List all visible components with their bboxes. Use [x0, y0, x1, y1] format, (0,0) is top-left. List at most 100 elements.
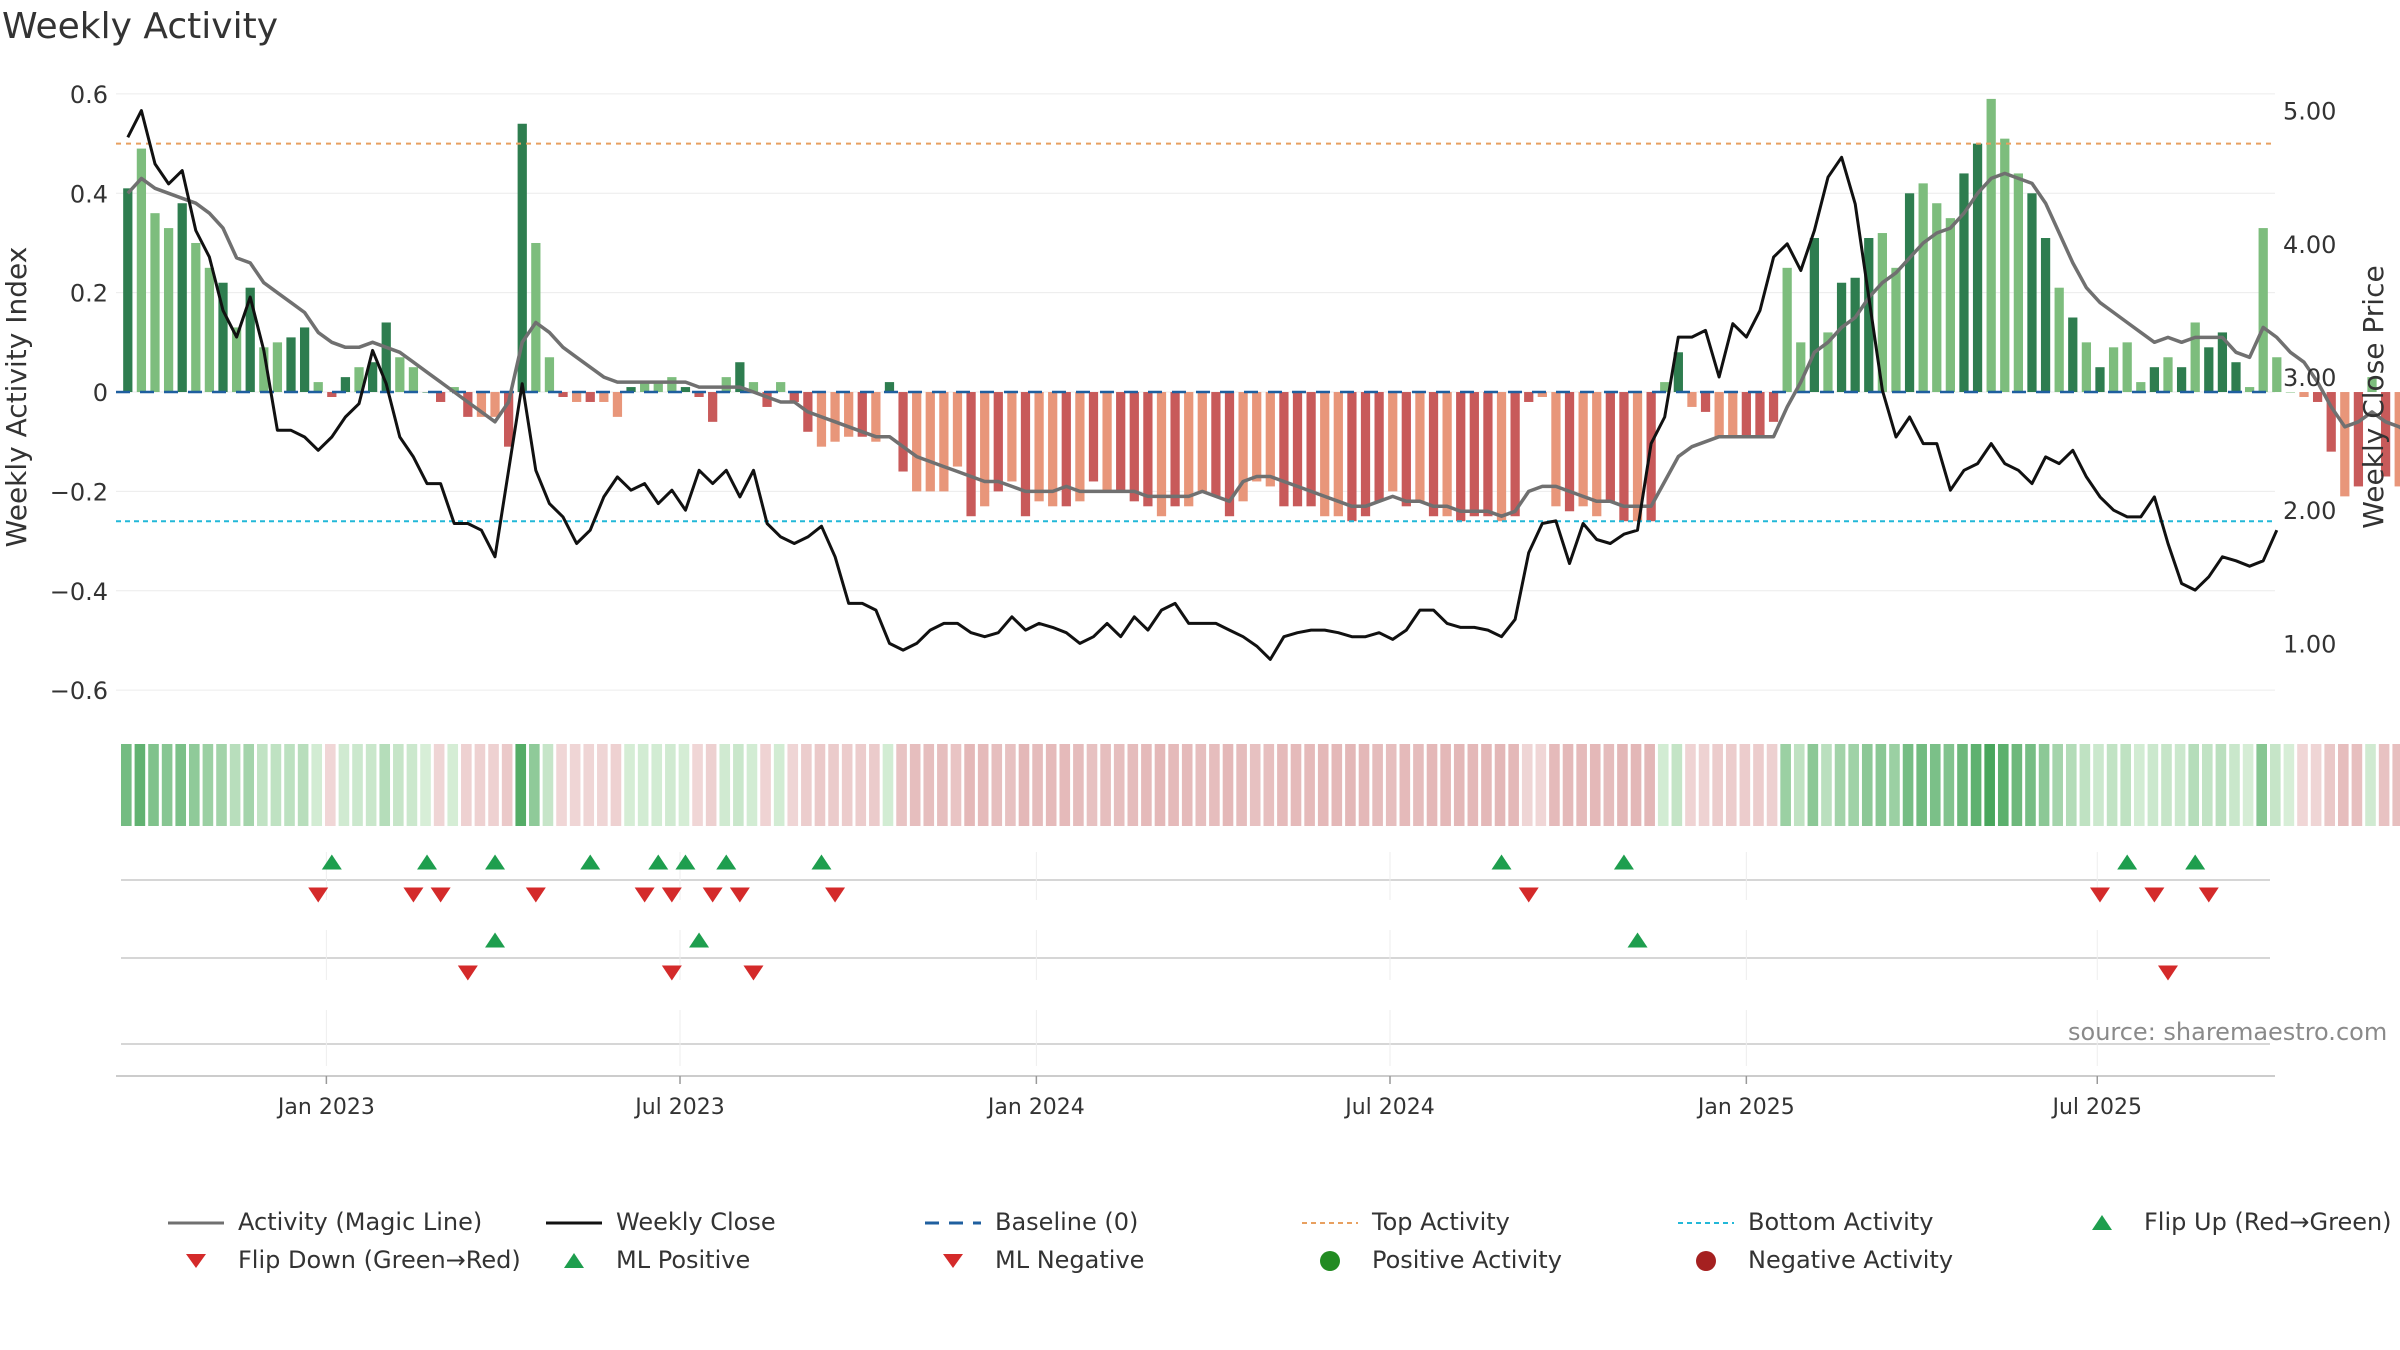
strip-cell: [1045, 744, 1057, 826]
strip-cell: [869, 744, 880, 826]
signal-markers: [116, 852, 2275, 1077]
legend-label: Activity (Magic Line): [238, 1208, 483, 1236]
activity-strip: [121, 744, 2400, 826]
activity-bar: [1415, 392, 1425, 502]
flip-down-marker: [825, 887, 846, 903]
strip-cell: [447, 744, 459, 826]
activity-bar: [340, 377, 351, 393]
strip-cell: [1889, 744, 1900, 826]
strip-cell: [637, 744, 649, 826]
strip-cell: [597, 744, 608, 826]
strip-cell: [2120, 744, 2131, 826]
strip-cell: [229, 744, 241, 826]
strip-cell: [1997, 744, 2009, 826]
strip-cell: [896, 744, 907, 826]
legend-swatch: [1696, 1251, 1716, 1271]
y2-tick-label: 5.00: [2283, 98, 2336, 126]
strip-cell: [1834, 744, 1846, 826]
legend-label: Top Activity: [1372, 1208, 1510, 1236]
activity-bar: [1673, 352, 1683, 393]
strip-cell: [692, 744, 703, 826]
magic-line: [126, 171, 2400, 518]
activity-bar: [367, 362, 378, 393]
activity-bar: [1102, 392, 1112, 492]
activity-bar: [1442, 392, 1452, 517]
activity-bar: [1184, 392, 1194, 507]
activity-bar: [544, 357, 555, 393]
activity-bar: [1755, 392, 1765, 437]
ml-positive-marker: [485, 932, 506, 948]
legend-swatch: [943, 1254, 963, 1268]
activity-bar: [1428, 392, 1439, 517]
strip-cell: [733, 744, 744, 826]
strip-cell: [705, 744, 717, 826]
flip-down-marker: [2198, 887, 2219, 903]
activity-bars: [123, 98, 2400, 522]
y-tick-label: 0.6: [70, 81, 108, 109]
strip-cell: [1263, 744, 1275, 826]
strip-cell: [1535, 744, 1547, 826]
y-axis-label: Weekly Activity Index: [0, 247, 33, 548]
strip-cell: [488, 744, 499, 826]
activity-bar: [1197, 392, 1207, 492]
strip-cell: [189, 744, 200, 826]
strip-cell: [882, 744, 894, 826]
activity-bar: [2312, 392, 2323, 402]
activity-bar: [299, 327, 310, 393]
activity-bar: [259, 347, 269, 393]
activity-bar: [2380, 392, 2391, 477]
strip-cell: [746, 744, 758, 826]
strip-cell: [1861, 744, 1873, 826]
activity-bar: [1700, 392, 1711, 412]
strip-cell: [801, 744, 812, 826]
strip-cell: [1141, 744, 1152, 826]
strip-cell: [2338, 744, 2349, 826]
strip-cell: [1644, 744, 1655, 826]
activity-bar: [952, 392, 963, 467]
legend-swatch: [168, 1221, 224, 1225]
activity-bar: [871, 392, 881, 442]
activity-bar: [1850, 277, 1860, 393]
strip-cell: [515, 744, 527, 826]
strip-cell: [841, 744, 853, 826]
strip-cell: [1617, 744, 1628, 826]
activity-bar: [1333, 392, 1343, 517]
strip-cell: [1712, 744, 1723, 826]
legend-swatch: [1302, 1222, 1358, 1224]
strip-cell: [1943, 744, 1955, 826]
strip-cell: [352, 744, 363, 826]
strip-cell: [2106, 744, 2118, 826]
activity-bar: [327, 392, 337, 397]
activity-bar: [2163, 357, 2173, 393]
flip-up-marker: [580, 854, 601, 870]
strip-cell: [569, 744, 581, 826]
strip-cell: [148, 744, 159, 826]
strip-cell: [2174, 744, 2186, 826]
weekly-close-line: [126, 109, 2279, 661]
activity-bar: [1061, 392, 1071, 507]
activity-bar: [1605, 392, 1615, 502]
strip-cell: [1331, 744, 1343, 826]
activity-bar: [1265, 392, 1275, 487]
y-tick-label: 0.2: [70, 280, 108, 308]
activity-bar: [1020, 392, 1031, 517]
activity-bar: [1088, 392, 1099, 482]
y2-tick-label: 2.00: [2283, 497, 2336, 525]
activity-bar: [1986, 98, 1996, 393]
activity-bar: [1578, 392, 1588, 507]
activity-bar: [449, 387, 459, 393]
activity-bar: [476, 392, 487, 417]
strip-cell: [2378, 744, 2390, 826]
activity-bar: [1891, 267, 1901, 393]
flip-up-marker: [648, 854, 669, 870]
strip-cell: [1929, 744, 1941, 826]
activity-bar: [1401, 392, 1411, 507]
activity-bar: [1211, 392, 1221, 497]
strip-cell: [665, 744, 676, 826]
strip-cell: [1440, 744, 1451, 826]
activity-bar: [1619, 392, 1629, 522]
activity-bar: [2149, 367, 2160, 393]
strip-cell: [2038, 744, 2050, 826]
strip-cell: [1793, 744, 1805, 826]
legend-label: ML Positive: [616, 1246, 751, 1274]
